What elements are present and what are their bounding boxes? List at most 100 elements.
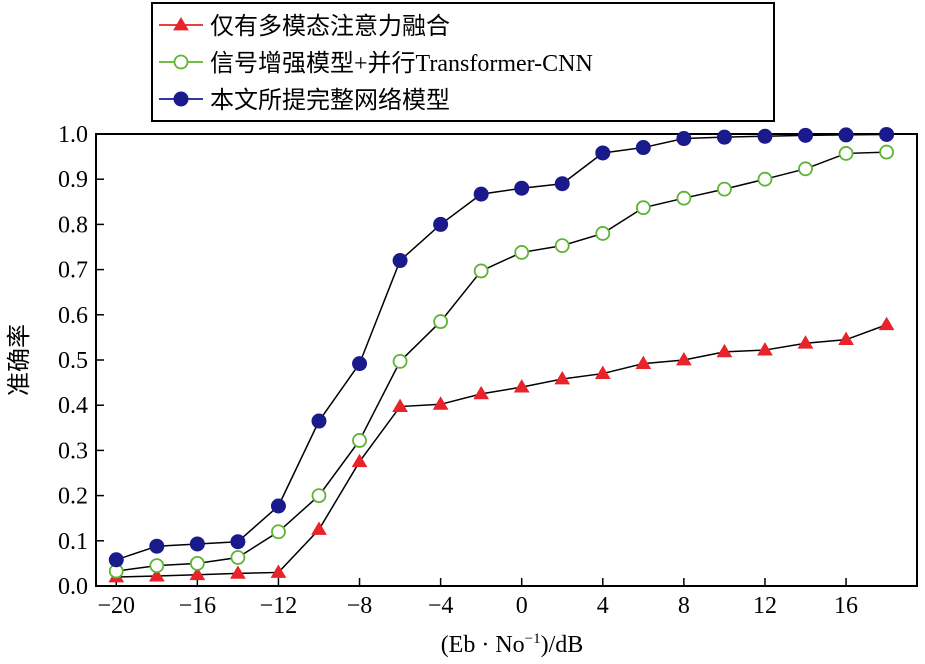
data-point [757, 342, 773, 356]
data-point [554, 370, 571, 385]
data-point [676, 190, 692, 206]
x-tick-label: 8 [678, 593, 690, 619]
data-point [676, 131, 692, 147]
data-point [352, 433, 367, 448]
data-point [392, 253, 408, 269]
series-1 [108, 144, 894, 579]
data-point [595, 226, 611, 241]
data-point [148, 568, 165, 582]
data-point [838, 146, 854, 161]
data-point [392, 353, 408, 369]
y-tick-label: 0.0 [58, 574, 88, 600]
data-point [554, 176, 570, 192]
x-tick-label: −20 [97, 593, 135, 619]
series-layer [108, 126, 895, 583]
y-tick-label: 0.8 [58, 212, 88, 238]
data-point [311, 488, 327, 504]
y-tick-label: 0.1 [58, 529, 88, 555]
data-point [879, 144, 894, 160]
data-point [473, 385, 490, 400]
x-axis-title: (Eb · No−1)/dB [441, 631, 584, 658]
data-point [311, 521, 327, 535]
data-point [108, 552, 124, 568]
y-tick-label: 0.3 [58, 438, 88, 464]
data-point [271, 524, 286, 540]
data-point [433, 216, 449, 232]
x-tick-label: 0 [516, 593, 528, 619]
data-point [554, 238, 570, 254]
data-point [798, 127, 814, 143]
data-point [513, 379, 530, 393]
data-point [838, 331, 854, 346]
data-point [757, 171, 773, 187]
data-point [473, 186, 489, 202]
data-point [149, 558, 165, 574]
y-tick-label: 0.2 [58, 484, 88, 510]
x-tick-label: 16 [834, 593, 858, 619]
x-axis-title-base: (Eb · No [441, 632, 525, 658]
data-point [230, 565, 246, 579]
data-point [514, 245, 530, 260]
x-axis-title-tail: )/dB [541, 632, 584, 658]
legend-label: 信号增强模型+并行Transformer-CNN [210, 50, 593, 77]
data-point [879, 126, 895, 142]
data-point [432, 396, 449, 410]
x-tick-label: 4 [597, 593, 609, 619]
data-point [433, 314, 449, 329]
data-point [149, 538, 165, 554]
data-point [230, 550, 246, 565]
data-point [797, 335, 814, 349]
y-axis-title: 准确率 [6, 324, 33, 396]
plot-frame [95, 133, 918, 587]
x-tick-label: −4 [428, 593, 454, 619]
legend-swatch-marker [173, 17, 189, 31]
legend-label: 本文所提完整网络模型 [210, 87, 450, 114]
y-tick-label: 0.5 [58, 348, 88, 374]
data-point [635, 140, 651, 156]
data-point [270, 564, 287, 578]
x-tick-label: 12 [753, 593, 777, 619]
data-point [716, 343, 733, 358]
data-point [189, 556, 205, 571]
data-point [635, 200, 651, 216]
x-tick-label: −8 [347, 593, 373, 619]
series-2 [108, 126, 895, 568]
x-axis-title-superscript: −1 [525, 631, 541, 647]
data-point [189, 536, 205, 552]
x-tick-label: −12 [260, 593, 298, 619]
data-point [878, 316, 895, 331]
data-point [676, 352, 692, 366]
data-point [757, 128, 773, 144]
data-point [838, 127, 854, 143]
series-line [116, 133, 887, 561]
data-point [635, 355, 652, 370]
y-tick-label: 0.7 [58, 258, 88, 284]
data-point [270, 498, 286, 514]
legend-label: 仅有多模态注意力融合 [210, 13, 450, 40]
y-tick-label: 0.4 [58, 393, 88, 419]
data-point [392, 398, 408, 412]
y-tick-label: 1.0 [58, 122, 88, 148]
data-point [189, 566, 206, 581]
data-point [595, 145, 611, 161]
data-point [311, 413, 327, 429]
legend-swatch-marker [173, 54, 189, 70]
data-point [798, 161, 813, 177]
legend-swatch-marker [173, 91, 189, 107]
y-tick-label: 0.9 [58, 167, 88, 193]
data-point [352, 356, 368, 372]
data-point [514, 180, 530, 196]
y-tick-label: 0.6 [58, 303, 88, 329]
data-point [473, 263, 489, 279]
data-point [230, 534, 246, 550]
legend-box [151, 2, 775, 122]
series-line [116, 151, 887, 572]
series-line [116, 324, 887, 578]
x-tick-label: −16 [179, 593, 217, 619]
data-point [594, 365, 611, 379]
data-point [716, 129, 732, 145]
axes: −20 −16 −12 −8 −4 0 4 8 12 16 0.0 0.1 0.2 0.3 0.4 0.5 0.… [58, 122, 918, 619]
